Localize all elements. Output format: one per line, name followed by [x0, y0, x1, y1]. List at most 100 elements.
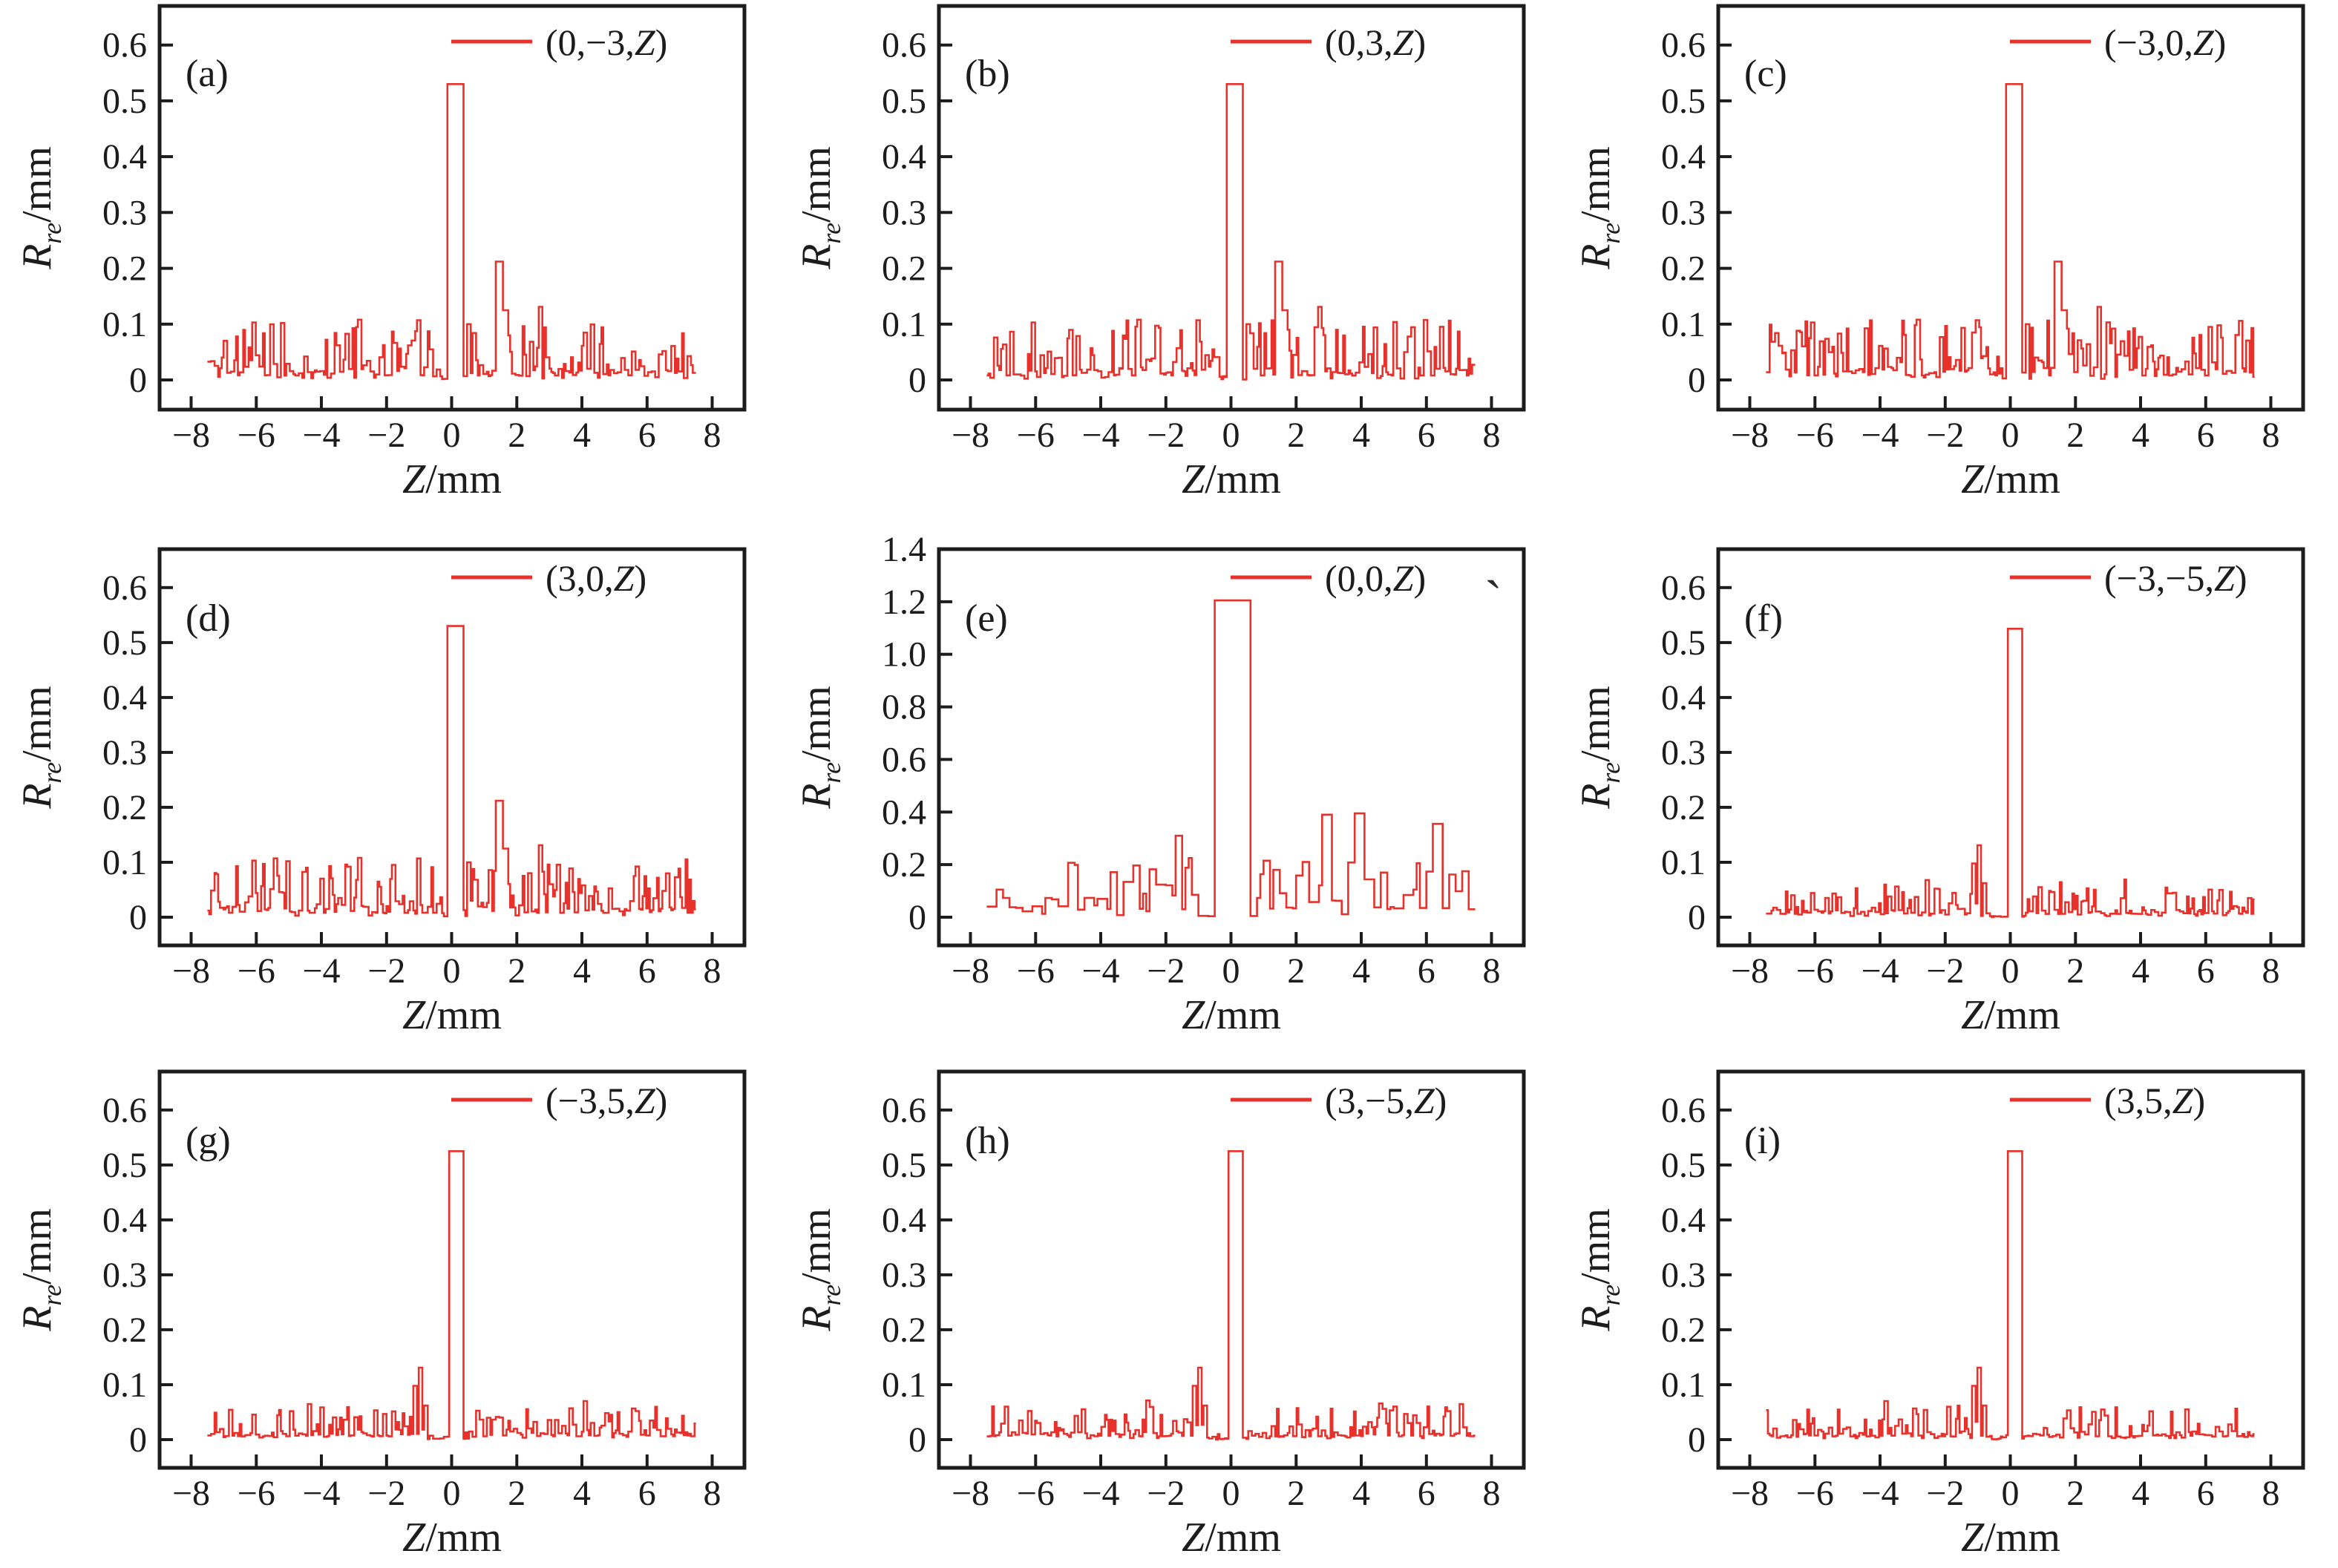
y-tick-label: 0.5	[882, 82, 926, 121]
panel-tag: (g)	[186, 1120, 231, 1162]
y-tick-label: 0.6	[882, 1091, 926, 1130]
y-tick-label: 0.4	[882, 793, 926, 832]
y-tick-label: 0.4	[1661, 137, 1706, 177]
panel-i: −8 −6 −4 −2 0 2 4 6 8 0 0.1 0.2 0.3 0.4 0.5 0.6 (i) (3,5,…	[1559, 1045, 2338, 1567]
y-tick-label: 0.1	[882, 1365, 926, 1405]
axes-box	[1716, 4, 2305, 412]
legend-label: (3,0,Z)	[546, 557, 646, 599]
x-tick-label: 0	[2002, 951, 2020, 991]
x-tick-label: −2	[1926, 1474, 1964, 1513]
y-tick-label: 0.3	[882, 1256, 926, 1295]
panel-tag: (d)	[186, 597, 231, 640]
y-axis-label: Rre/mm	[793, 686, 846, 810]
y-tick-label: 1.4	[882, 530, 926, 569]
x-tick-label: −6	[1017, 1474, 1055, 1513]
x-tick-label: 2	[2066, 951, 2084, 991]
x-tick-label: 4	[2132, 951, 2149, 991]
plot-a: −8 −6 −4 −2 0 2 4 6 8 0 0.1 0.2 0.3 0.4 0.5 0.6 (a) (0,−3…	[14, 4, 747, 502]
y-tick-label: 0.1	[102, 305, 147, 344]
x-tick-label: 0	[1222, 1474, 1240, 1513]
legend-label: (−3,5,Z)	[546, 1080, 667, 1121]
x-tick-label: −4	[1861, 1474, 1899, 1513]
x-axis-label: Z/mm	[1961, 992, 2060, 1038]
y-tick-label: 0.6	[1661, 1091, 1706, 1130]
plot-f: −8 −6 −4 −2 0 2 4 6 8 0 0.1 0.2 0.3 0.4 0.5 0.6 (f) (−3,−…	[1573, 547, 2305, 1038]
panel-f: −8 −6 −4 −2 0 2 4 6 8 0 0.1 0.2 0.3 0.4 0.5 0.6 (f) (−3,−…	[1559, 522, 2338, 1045]
x-tick-label: 8	[1483, 416, 1501, 455]
y-tick-label: 0	[908, 361, 926, 400]
x-tick-label: 6	[638, 416, 656, 455]
y-tick-label: 0.5	[102, 1146, 147, 1185]
y-axis-label: Rre/mm	[14, 686, 67, 810]
x-axis-label: Z/mm	[402, 992, 502, 1038]
x-tick-label: 0	[2002, 416, 2020, 455]
y-tick-label: 0	[129, 898, 147, 937]
y-tick-label: 0.2	[1661, 788, 1706, 827]
x-tick-label: 2	[2066, 416, 2084, 455]
data-line	[1766, 628, 2255, 919]
x-tick-label: 0	[443, 416, 461, 455]
panel-e: −8 −6 −4 −2 0 2 4 6 8 0 0.2 0.4 0.6 0.8 1.0 1.2 1.4 (e) (0…	[779, 522, 1559, 1045]
data-line	[1766, 83, 2255, 380]
y-tick-label: 0.5	[882, 1146, 926, 1185]
x-tick-label: 8	[2262, 951, 2280, 991]
x-tick-label: 2	[1287, 1474, 1305, 1513]
axes-box	[157, 1069, 747, 1470]
x-tick-label: −8	[952, 1474, 989, 1513]
x-tick-label: 4	[573, 951, 591, 991]
y-tick-label: 0	[1688, 898, 1706, 937]
x-tick-label: −2	[1147, 416, 1185, 455]
x-tick-label: 4	[573, 1474, 591, 1513]
x-tick-label: 4	[573, 416, 591, 455]
x-tick-label: −2	[1926, 951, 1964, 991]
axes-box	[157, 547, 747, 948]
panel-tag: (h)	[965, 1120, 1010, 1162]
y-tick-label: 0.3	[102, 193, 147, 232]
x-axis-label: Z/mm	[1961, 1515, 2060, 1561]
panel-c: −8 −6 −4 −2 0 2 4 6 8 0 0.1 0.2 0.3 0.4 0.5 0.6 (c) (−3,0…	[1559, 0, 2338, 522]
x-tick-label: 0	[1222, 951, 1240, 991]
y-axis-label: Rre/mm	[1573, 146, 1625, 270]
x-tick-label: 2	[508, 1474, 525, 1513]
x-tick-label: 6	[638, 951, 656, 991]
x-tick-label: 6	[1418, 1474, 1435, 1513]
y-tick-label: 0.2	[882, 845, 926, 885]
x-tick-label: −6	[1017, 951, 1055, 991]
panel-a: −8 −6 −4 −2 0 2 4 6 8 0 0.1 0.2 0.3 0.4 0.5 0.6 (a) (0,−3…	[0, 0, 779, 522]
x-tick-label: −6	[238, 416, 275, 455]
x-tick-label: −4	[302, 1474, 340, 1513]
y-tick-label: 0.6	[1661, 26, 1706, 65]
plot-h: −8 −6 −4 −2 0 2 4 6 8 0 0.1 0.2 0.3 0.4 0.5 0.6 (h) (3,−5…	[793, 1069, 1526, 1561]
legend: (0,−3,Z)	[451, 22, 667, 63]
x-tick-label: −4	[302, 416, 340, 455]
data-line	[1766, 1150, 2255, 1440]
panel-h: −8 −6 −4 −2 0 2 4 6 8 0 0.1 0.2 0.3 0.4 0.5 0.6 (h) (3,−5…	[779, 1045, 1559, 1567]
y-tick-label: 0.3	[102, 1256, 147, 1295]
x-tick-label: 6	[1418, 416, 1435, 455]
x-tick-label: 2	[508, 951, 525, 991]
x-tick-label: −6	[1796, 416, 1834, 455]
y-tick-label: 0.1	[102, 843, 147, 882]
legend-label: (−3,−5,Z)	[2104, 557, 2247, 599]
legend-label: (−3,0,Z)	[2104, 22, 2226, 63]
y-tick-label: 1.0	[882, 635, 926, 675]
x-tick-label: −8	[172, 416, 210, 455]
y-tick-label: 0.1	[1661, 843, 1706, 882]
x-tick-label: −8	[952, 416, 989, 455]
x-axis-label: Z/mm	[402, 456, 502, 502]
x-tick-label: 2	[2066, 1474, 2084, 1513]
x-tick-label: 8	[704, 1474, 721, 1513]
y-tick-label: 0.2	[102, 788, 147, 827]
y-tick-label: 0	[908, 898, 926, 937]
legend: (−3,5,Z)	[451, 1080, 667, 1121]
y-tick-label: 0.5	[1661, 82, 1706, 121]
x-tick-label: 6	[1418, 951, 1435, 991]
x-tick-label: −2	[367, 416, 405, 455]
x-tick-label: −8	[952, 951, 989, 991]
x-tick-label: −4	[1081, 416, 1119, 455]
y-tick-label: 0.3	[1661, 1256, 1706, 1295]
legend: (3,−5,Z)	[1231, 1080, 1447, 1121]
y-tick-label: 0.4	[882, 1201, 926, 1240]
x-axis-label: Z/mm	[1182, 1515, 1281, 1561]
